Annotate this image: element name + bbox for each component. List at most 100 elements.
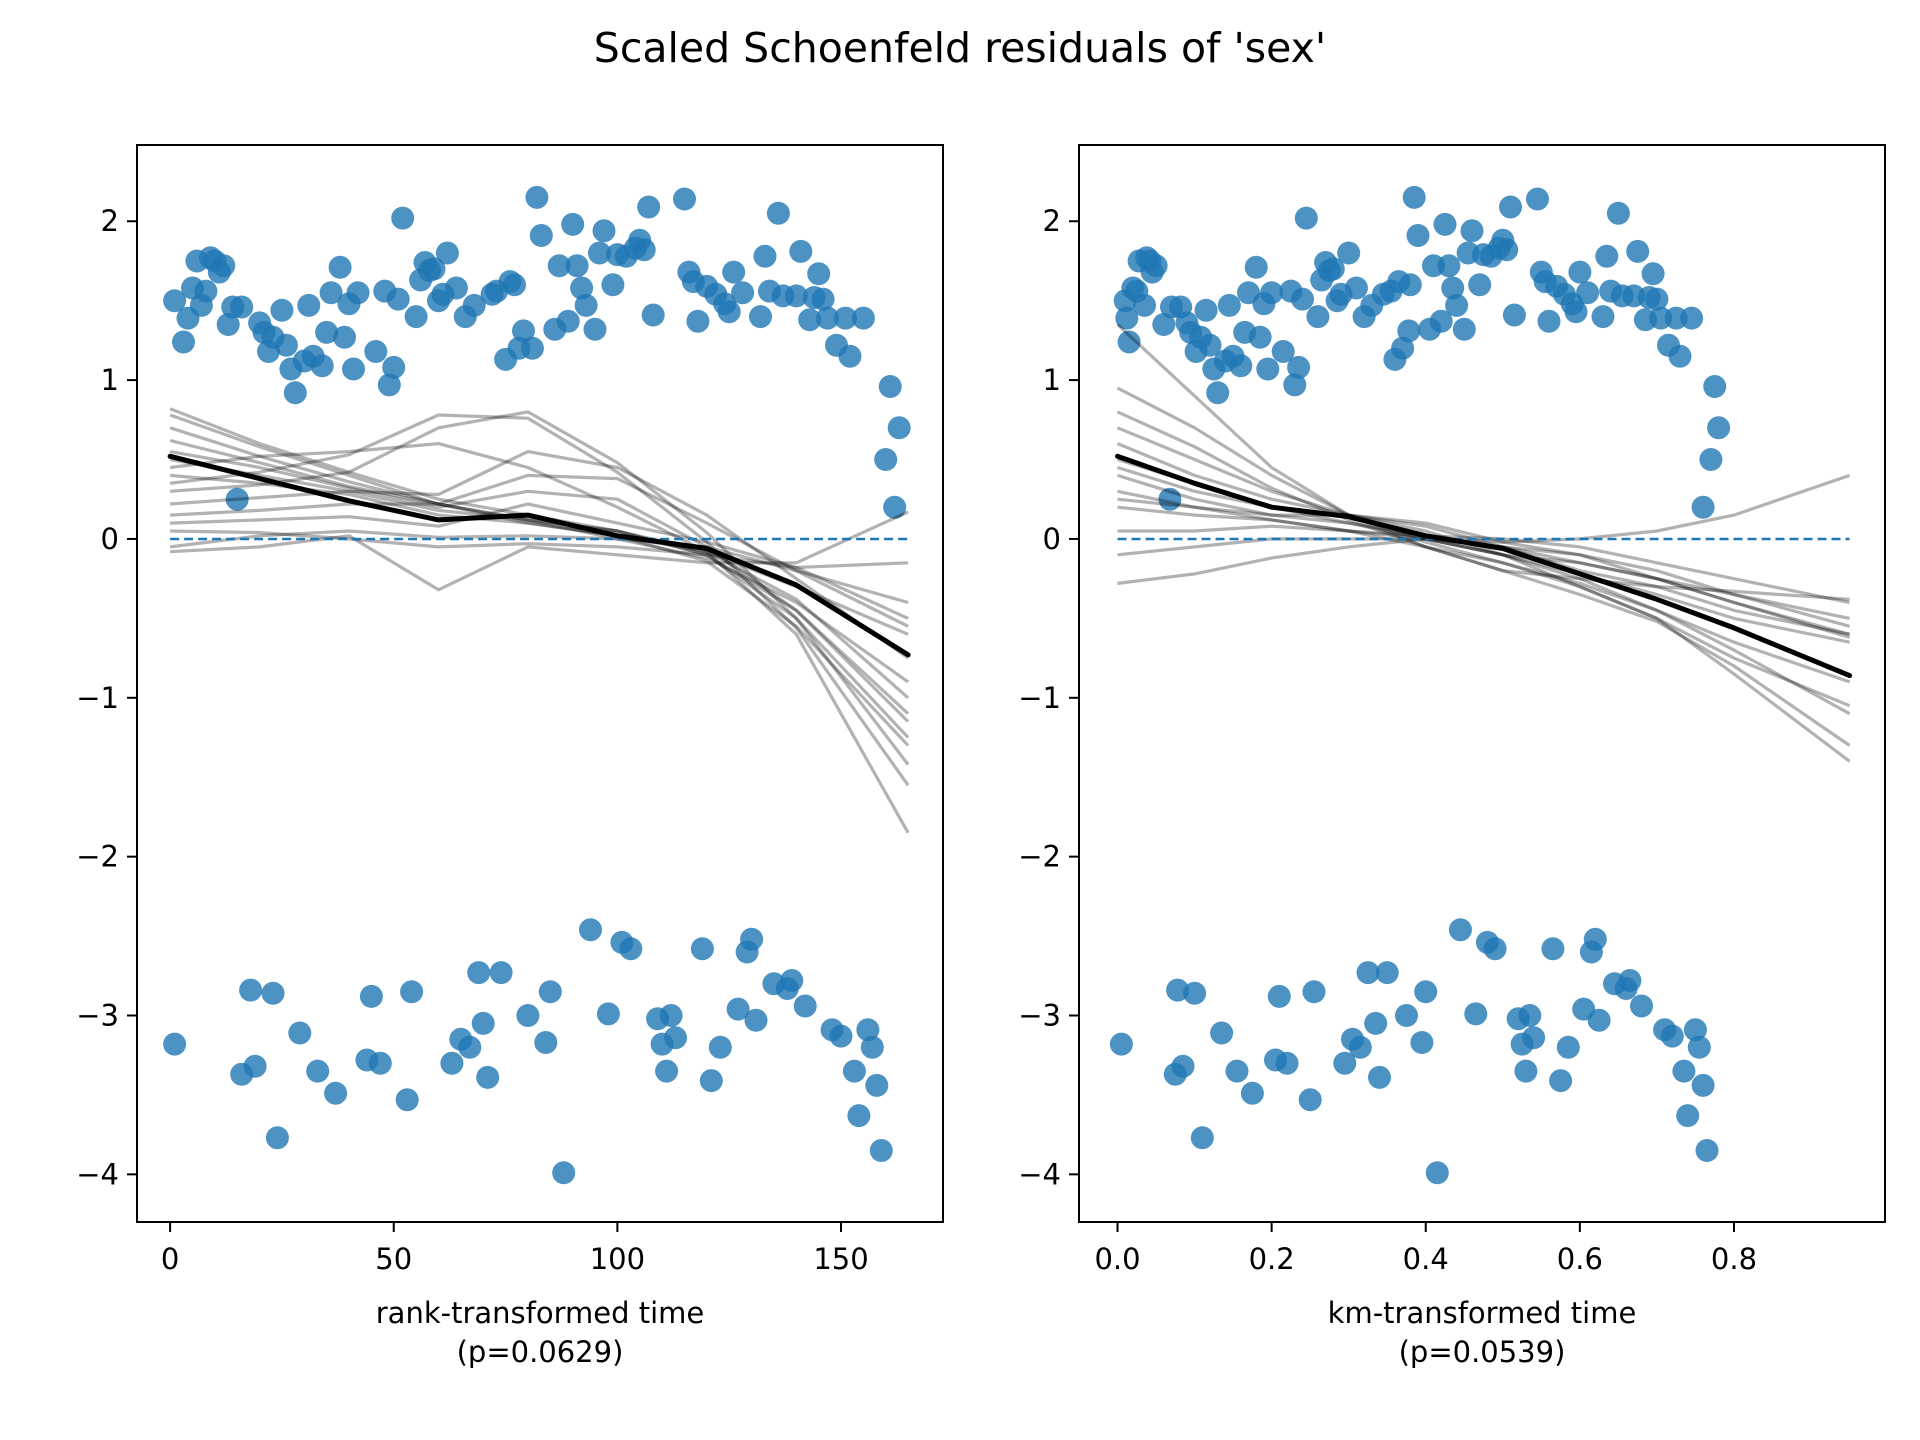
residual-point — [516, 1004, 540, 1027]
residual-point — [664, 1026, 687, 1050]
residual-point — [1198, 333, 1222, 357]
residual-point — [1630, 994, 1653, 1018]
residual-point — [1441, 276, 1465, 300]
residual-point — [673, 187, 696, 211]
residual-point — [283, 381, 307, 405]
residual-point — [588, 241, 611, 265]
residual-point — [1568, 260, 1592, 284]
residual-point — [579, 918, 602, 942]
bootstrap-lowess-line — [169, 410, 910, 766]
residual-point — [1606, 201, 1630, 225]
residual-point — [699, 1069, 723, 1093]
residual-point — [1183, 981, 1207, 1005]
bootstrap-lowess-line — [170, 473, 909, 628]
residual-point — [538, 980, 562, 1004]
residual-point — [1206, 381, 1230, 405]
bootstrap-lowess-line — [1117, 465, 1850, 636]
residual-point — [1306, 305, 1330, 329]
residual-point — [1402, 185, 1426, 209]
residual-point — [1591, 305, 1615, 329]
y-tick-label: 0 — [101, 522, 119, 556]
residual-point — [601, 273, 625, 297]
x-tick-label: 0.4 — [1403, 1242, 1449, 1276]
bootstrap-lowess-line — [1117, 497, 1850, 601]
residual-point — [1190, 1126, 1214, 1150]
residual-point — [270, 298, 294, 322]
bootstrap-lowess-line — [1116, 410, 1851, 747]
residual-point — [1452, 317, 1476, 341]
residual-point — [1298, 1088, 1322, 1112]
y-tick-label: 1 — [101, 363, 119, 397]
x-axis-pvalue: (p=0.0629) — [457, 1335, 624, 1369]
residual-point — [1414, 980, 1438, 1004]
residual-point — [1406, 224, 1430, 247]
residual-point — [1468, 273, 1492, 297]
residual-point — [726, 997, 750, 1021]
residual-point — [1256, 357, 1280, 381]
bootstrap-lowess-line — [169, 413, 910, 747]
residual-point — [1368, 1065, 1391, 1089]
residual-point — [1302, 980, 1326, 1004]
residual-point — [1668, 344, 1692, 368]
lowess-smoother-line — [1115, 453, 1853, 679]
residual-point — [489, 961, 513, 985]
residual-point — [1518, 1004, 1542, 1027]
residual-point — [851, 306, 875, 330]
residual-point — [1248, 325, 1272, 349]
residual-point — [565, 254, 589, 278]
x-tick-label: 0.8 — [1711, 1242, 1757, 1276]
residual-point — [1583, 927, 1607, 951]
x-tick-label: 100 — [590, 1242, 645, 1276]
residual-point — [395, 1088, 419, 1112]
residual-point — [1564, 300, 1588, 324]
residual-point — [404, 305, 428, 329]
bootstrap-lowess-line — [169, 529, 909, 605]
x-axis-label: rank-transformed time — [376, 1296, 705, 1330]
residual-point — [641, 303, 665, 327]
residual-point — [1267, 984, 1291, 1008]
bootstrap-lowess-line — [169, 426, 910, 684]
bootstrap-lowess-line — [170, 510, 909, 592]
residual-point — [1287, 355, 1311, 379]
residual-point — [1464, 1002, 1488, 1026]
residual-point — [838, 344, 862, 368]
residual-point — [512, 319, 535, 343]
residual-point — [1260, 281, 1284, 305]
residual-point — [368, 1051, 392, 1075]
residual-point — [708, 1035, 732, 1059]
residual-point — [1144, 254, 1168, 278]
bootstrap-lowess-line — [169, 450, 910, 715]
residual-point — [1502, 303, 1526, 327]
bootstrap-lowess-line — [170, 529, 909, 570]
bootstrap-lowess-line — [1117, 537, 1851, 639]
residual-point — [315, 320, 339, 344]
bootstrap-lowess-line — [169, 413, 910, 787]
residual-point — [534, 1031, 558, 1054]
residual-point — [359, 984, 383, 1008]
residual-point — [324, 1081, 348, 1105]
residual-point — [1549, 1069, 1573, 1093]
residual-point — [525, 185, 549, 209]
residual-point — [717, 300, 741, 324]
residual-point — [1429, 309, 1453, 333]
residual-point — [1225, 1059, 1249, 1083]
residual-point — [686, 309, 710, 333]
residual-point — [1109, 1032, 1133, 1056]
residual-point — [1133, 293, 1156, 317]
residual-point — [1348, 1035, 1372, 1059]
residual-point — [1158, 487, 1182, 511]
residual-point — [288, 1021, 312, 1045]
residual-point — [753, 244, 777, 268]
residual-point — [1541, 937, 1565, 961]
residual-point — [1152, 313, 1176, 336]
y-tick-label: 0 — [1043, 522, 1061, 556]
residual-point — [1294, 206, 1318, 230]
residual-point — [1448, 918, 1472, 942]
axes-frame — [1078, 144, 1886, 1223]
residual-point — [1375, 961, 1399, 985]
axes-frame — [136, 144, 944, 1223]
x-tick-label: 0 — [161, 1242, 179, 1276]
residual-point — [1703, 375, 1727, 398]
residual-point — [333, 325, 356, 349]
residual-point — [583, 317, 607, 341]
